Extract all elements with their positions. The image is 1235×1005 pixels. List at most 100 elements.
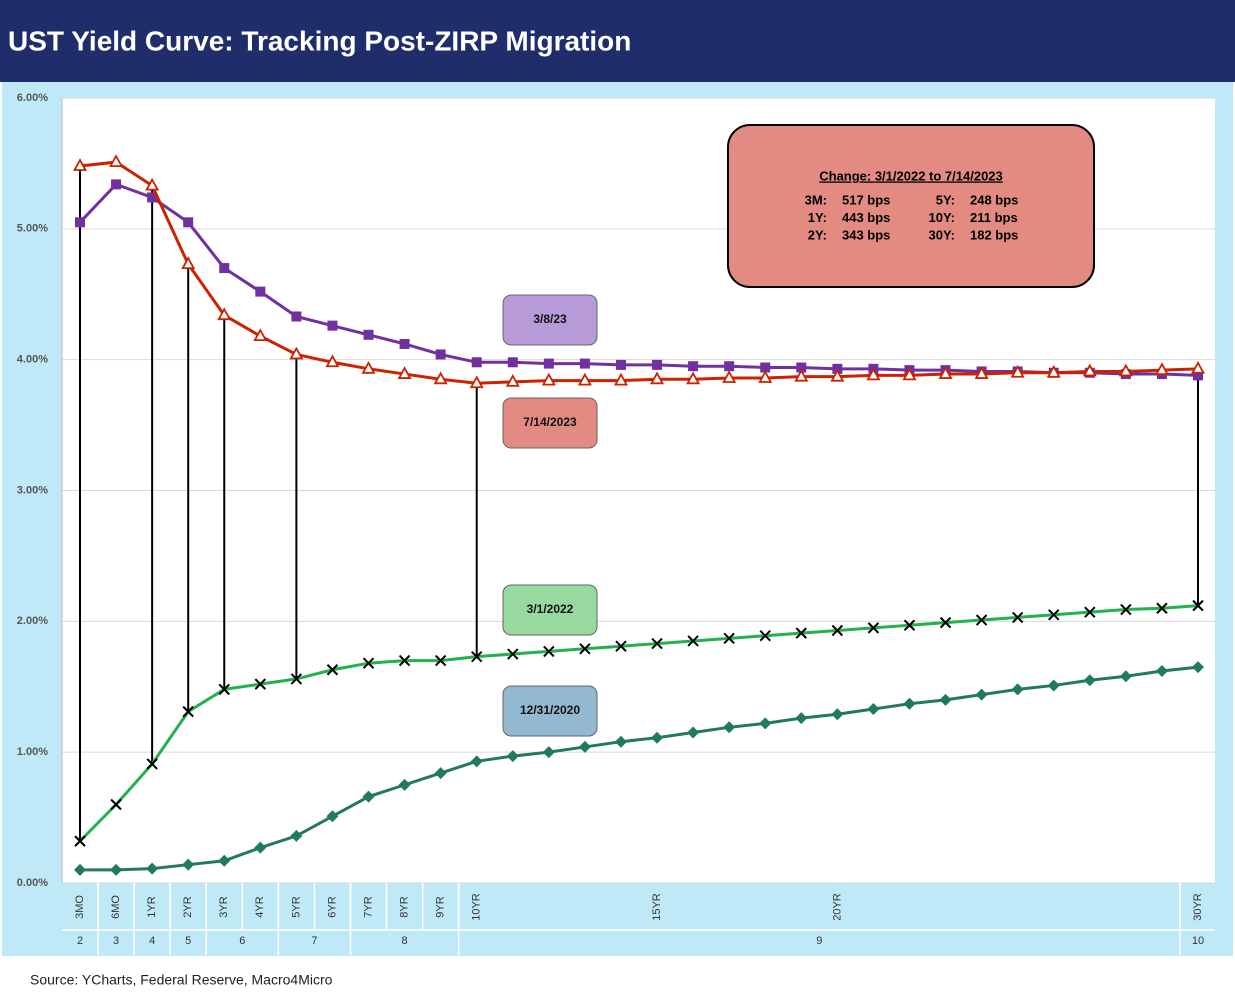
point [759,630,771,642]
point [254,841,267,854]
point [109,154,124,168]
point [1119,670,1132,683]
point [182,705,194,718]
annotation-box [727,124,1095,288]
point [939,693,952,706]
legend-box [502,685,598,737]
point [1192,599,1204,612]
point [146,862,159,875]
point [362,790,375,803]
point [291,311,302,322]
point [723,721,736,734]
point [579,643,591,655]
point [615,359,626,370]
annotation-value: 517 bps [842,192,890,207]
point [1084,606,1096,618]
series-line [80,665,1199,872]
point [435,349,446,360]
x-group-label: 5 [185,935,191,947]
point [217,307,232,321]
point [290,673,303,685]
point [219,263,230,274]
point [795,627,807,639]
point [902,367,917,381]
point [1047,679,1060,692]
point [903,619,916,631]
point [830,368,845,382]
point [1011,683,1024,696]
point [506,750,519,763]
annotation-value: 182 bps [970,227,1018,242]
point [687,635,699,647]
point [110,798,122,811]
point [974,366,989,379]
point [397,366,412,379]
x-tick-label: 6YR [326,896,338,917]
point [796,362,807,373]
point [613,372,628,386]
point [434,654,447,667]
point [505,374,520,387]
point [398,654,411,667]
point [362,657,375,669]
point [975,688,988,701]
point [1155,665,1168,678]
point [74,835,86,847]
point [614,735,627,748]
x-tick-label: 9YR [435,896,447,917]
x-tick-label: 5YR [290,896,302,917]
point [579,358,590,369]
point [795,712,808,725]
point [760,362,771,373]
y-tick-label: 6.00% [17,92,48,104]
y-tick-label: 5.00% [17,223,48,235]
point [794,368,809,382]
point [326,664,339,676]
point [290,829,303,842]
point [72,158,88,171]
point [218,683,230,696]
point [110,863,123,876]
annotation-title: Change: 3/1/2022 to 7/14/2023 [819,168,1003,183]
x-tick-label: 30YR [1192,893,1204,921]
point [1010,364,1025,378]
x-group-label: 10 [1192,935,1204,947]
point [542,746,555,759]
point [327,320,338,331]
series-line [78,604,1199,843]
point [434,767,447,780]
point [398,778,411,791]
point [1082,363,1097,377]
point [543,358,554,369]
point [578,740,591,753]
point [1048,609,1060,621]
point [469,375,484,389]
annotation-value: 248 bps [970,192,1018,207]
point [507,357,518,368]
point [1046,364,1061,378]
point [686,371,701,385]
point [255,286,266,297]
point [399,338,410,349]
y-tick-label: 4.00% [17,354,48,366]
y-tick-label: 1.00% [17,746,48,758]
point [615,640,627,652]
point [361,360,376,374]
point [74,863,86,876]
legend-box [502,294,598,346]
point [867,622,880,634]
annotation-key: 2Y: [808,227,827,242]
point [831,708,844,721]
x-tick-label: 3MO [74,895,86,919]
x-tick-label: 10YR [471,893,483,921]
series-line [79,160,1199,385]
x-group-label: 8 [402,935,408,947]
point [146,758,158,770]
annotation-key: 1Y: [808,210,827,225]
point [363,329,374,340]
x-group-label: 9 [816,935,822,947]
point [866,367,881,381]
x-group-label: 6 [239,935,245,947]
point [652,359,663,370]
point [471,650,483,663]
